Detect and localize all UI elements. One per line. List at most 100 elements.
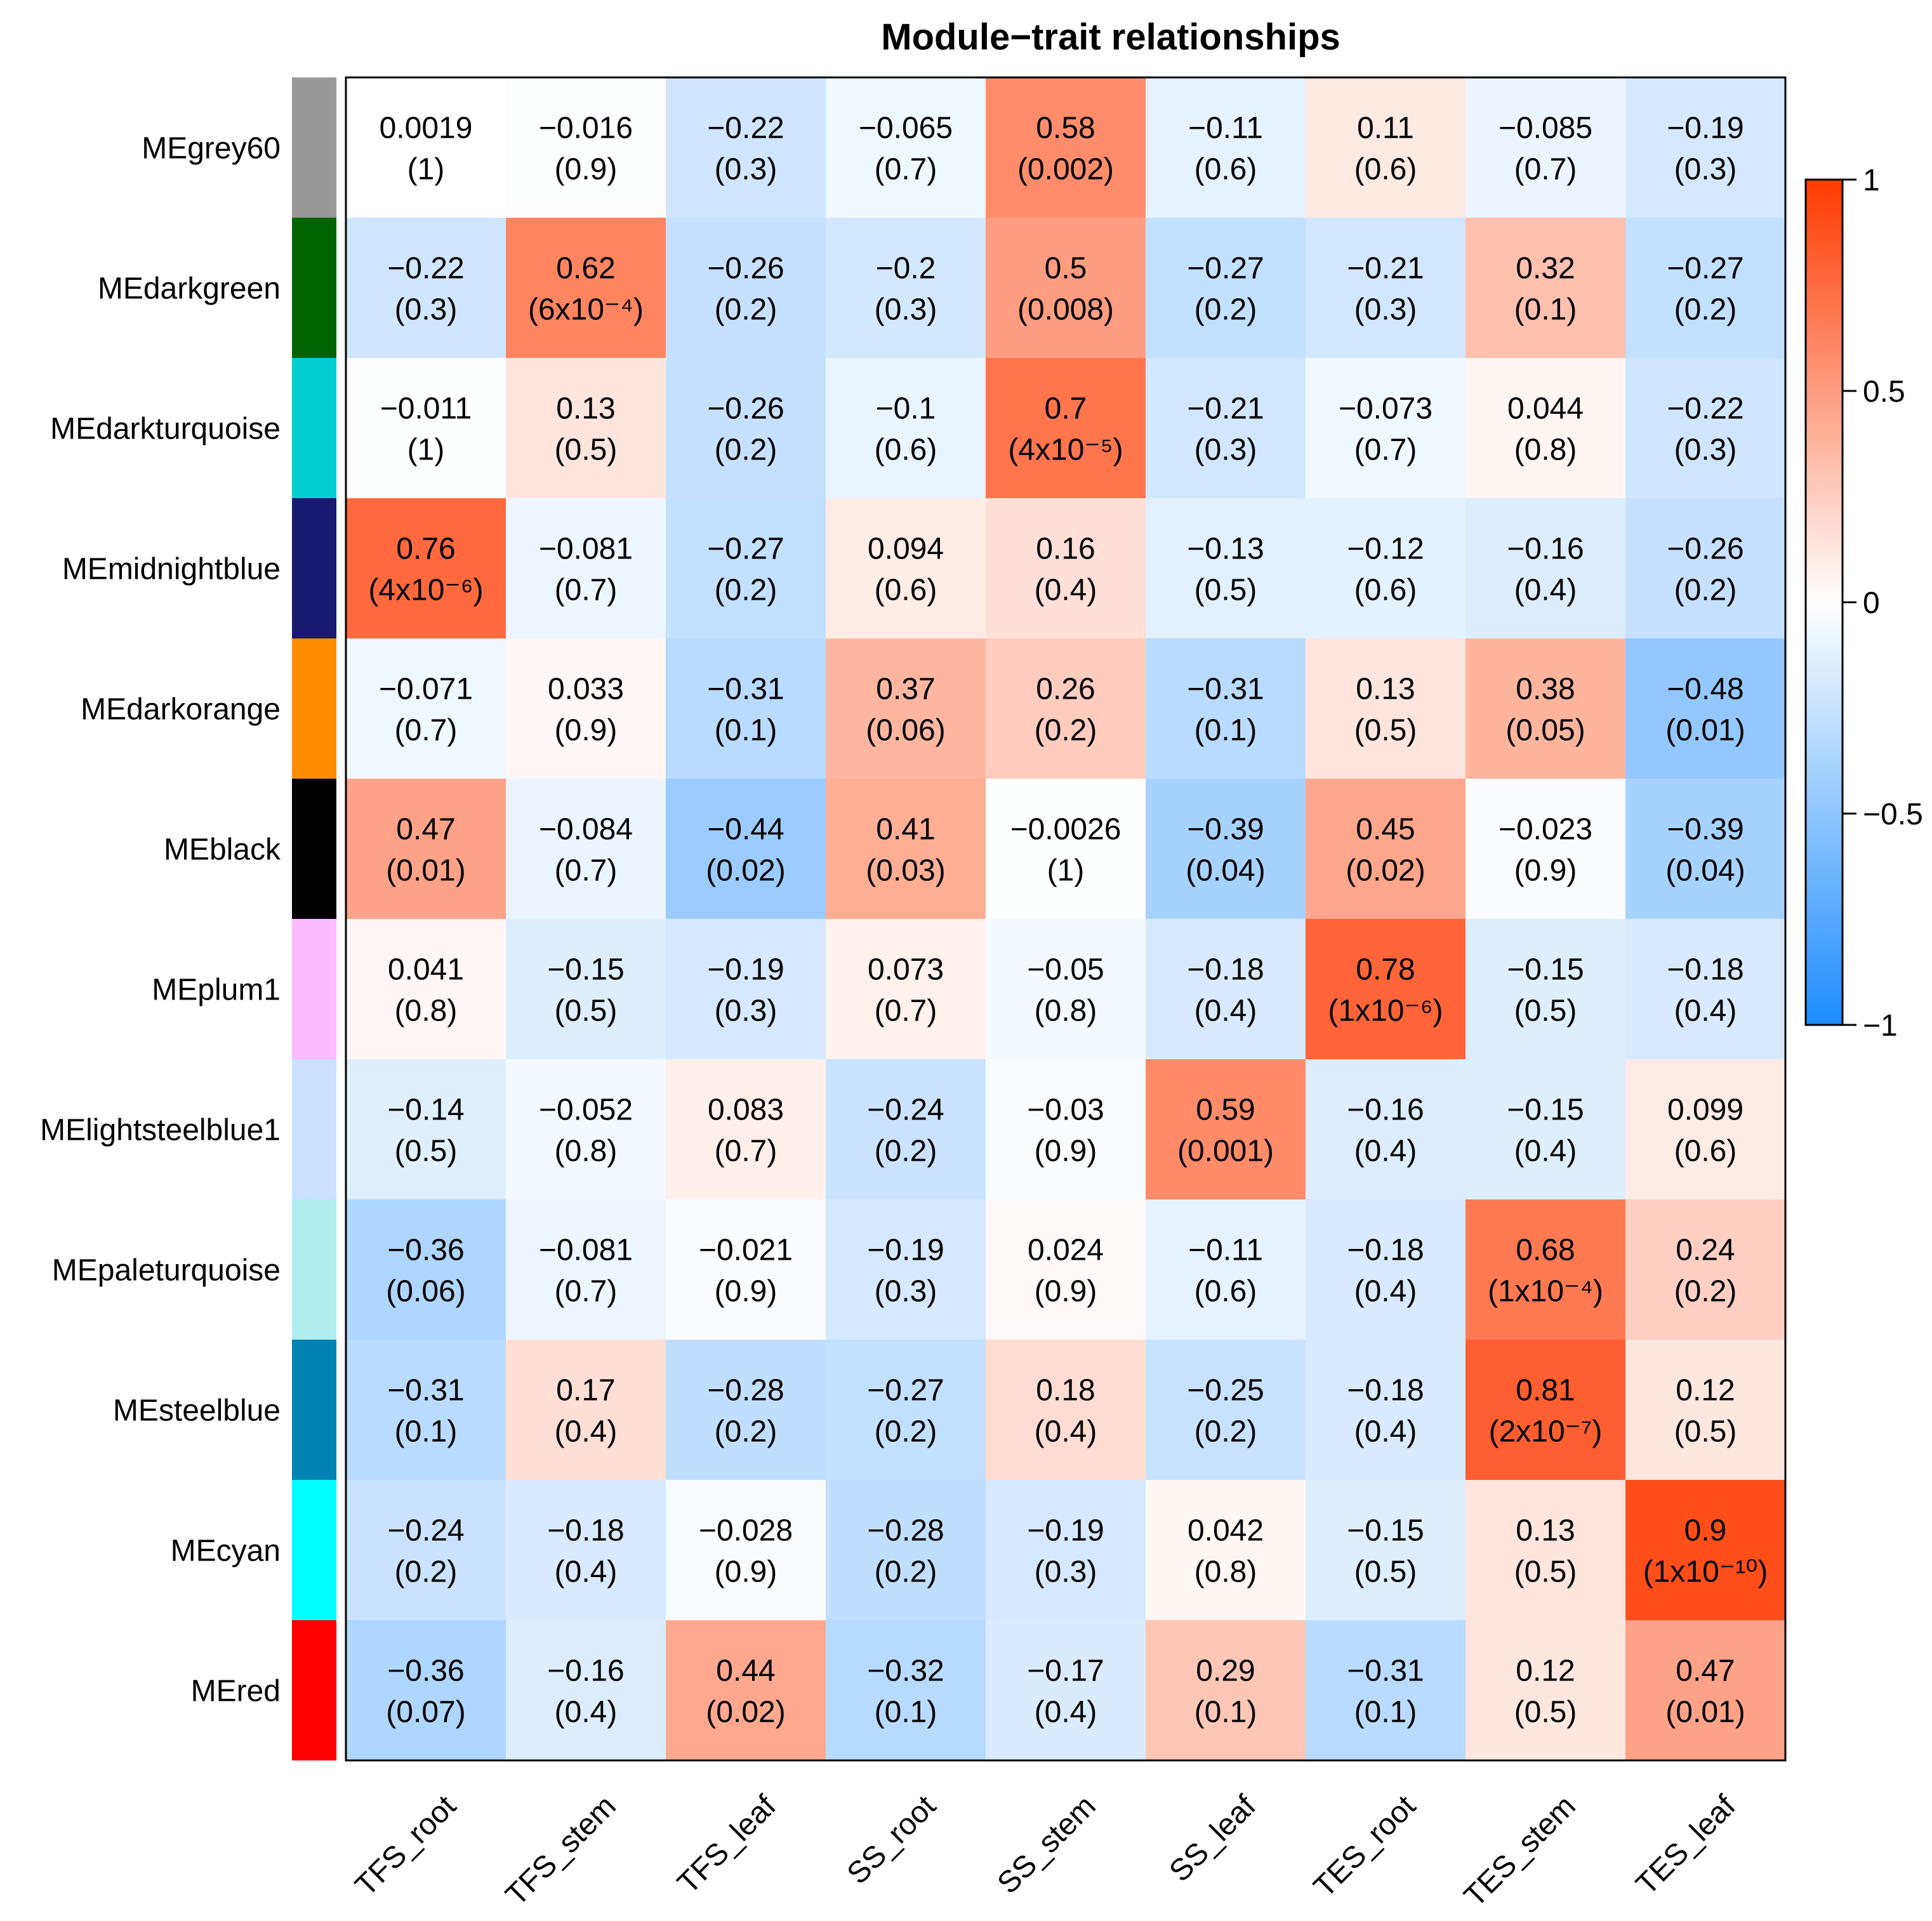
cell-correlation-label: 0.76 xyxy=(396,532,455,566)
cell-correlation-label: −0.27 xyxy=(867,1374,944,1408)
cell-correlation-label: −0.13 xyxy=(1187,532,1264,566)
heatmap-cell xyxy=(1466,1199,1625,1340)
cell-correlation-label: 0.44 xyxy=(716,1654,775,1688)
cell-pvalue-label: (0.3) xyxy=(875,293,937,327)
cell-correlation-label: −0.21 xyxy=(1187,392,1264,426)
cell-correlation-label: −0.39 xyxy=(1187,813,1264,847)
cell-pvalue-label: (0.06) xyxy=(386,1275,465,1309)
heatmap-cells: 0.0019 (1) −0.016 (0.9) −0.22 (0.3) −0.065 (0.7… xyxy=(346,77,1785,1760)
cell-pvalue-label: (1x10⁻⁶) xyxy=(1328,994,1443,1028)
cell-correlation-label: 0.044 xyxy=(1507,392,1584,426)
module-color-swatch xyxy=(292,1340,336,1480)
heatmap-cell xyxy=(346,358,506,498)
heatmap-cell xyxy=(986,77,1146,218)
colorbar-tick-label: −1 xyxy=(1863,1009,1898,1043)
cell-pvalue-label: (0.3) xyxy=(1674,153,1737,187)
heatmap-cell xyxy=(1306,77,1466,218)
cell-correlation-label: −0.19 xyxy=(1667,112,1743,145)
cell-correlation-label: 0.024 xyxy=(1028,1234,1104,1267)
heatmap-cell xyxy=(506,1199,666,1340)
cell-correlation-label: −0.084 xyxy=(539,813,633,847)
heatmap-cell xyxy=(506,218,666,358)
heatmap-cell xyxy=(1146,1059,1306,1199)
cell-pvalue-label: (0.1) xyxy=(715,714,777,748)
heatmap-cell xyxy=(1466,779,1625,919)
heatmap-cell xyxy=(826,1059,986,1199)
cell-pvalue-label: (0.2) xyxy=(715,293,777,327)
heatmap-cell xyxy=(1146,638,1306,779)
cell-correlation-label: 0.13 xyxy=(1356,673,1415,706)
cell-pvalue-label: (0.6) xyxy=(1194,1275,1257,1309)
cell-correlation-label: −0.0026 xyxy=(1010,813,1121,847)
cell-correlation-label: 0.45 xyxy=(1356,813,1415,847)
cell-pvalue-label: (0.2) xyxy=(875,1135,937,1168)
cell-correlation-label: 0.073 xyxy=(868,953,944,987)
heatmap-cell xyxy=(1625,779,1785,919)
heatmap-cell xyxy=(1466,1620,1625,1760)
heatmap-cell xyxy=(1146,1199,1306,1340)
heatmap-cell xyxy=(1625,358,1785,498)
cell-pvalue-label: (0.2) xyxy=(395,1555,458,1589)
row-label: MEgrey60 xyxy=(142,132,281,166)
cell-pvalue-label: (0.7) xyxy=(555,1275,618,1309)
heatmap-cell xyxy=(986,218,1146,358)
colorbar-legend: 1 0.5 0 −0.5 −1 xyxy=(1804,164,1923,1043)
heatmap-cell xyxy=(666,1480,826,1620)
heatmap-cell xyxy=(1625,1199,1785,1340)
cell-pvalue-label: (0.9) xyxy=(715,1275,777,1309)
cell-pvalue-label: (0.3) xyxy=(1194,433,1257,467)
cell-pvalue-label: (0.1) xyxy=(1354,1696,1417,1729)
cell-pvalue-label: (0.4) xyxy=(555,1415,618,1449)
heatmap-cell xyxy=(346,919,506,1059)
row-label: MEmidnightblue xyxy=(62,553,281,586)
heatmap-cell xyxy=(666,638,826,779)
cell-pvalue-label: (0.9) xyxy=(1035,1135,1097,1168)
cell-correlation-label: −0.19 xyxy=(867,1234,944,1267)
cell-pvalue-label: (1) xyxy=(1047,854,1085,888)
cell-pvalue-label: (0.6) xyxy=(1194,153,1257,187)
cell-correlation-label: −0.24 xyxy=(867,1093,944,1127)
heatmap-cell xyxy=(346,498,506,638)
heatmap-cell xyxy=(826,1340,986,1480)
cell-correlation-label: −0.18 xyxy=(1347,1374,1424,1408)
cell-pvalue-label: (0.6) xyxy=(1674,1135,1737,1168)
heatmap-cell xyxy=(1146,1340,1306,1480)
cell-correlation-label: −0.31 xyxy=(1187,673,1264,706)
cell-correlation-label: −0.28 xyxy=(707,1374,784,1408)
heatmap-cell xyxy=(666,1340,826,1480)
heatmap-cell xyxy=(1306,1620,1466,1760)
chart-title: Module−trait relationships xyxy=(881,17,1340,58)
module-color-bars xyxy=(292,77,336,1760)
cell-pvalue-label: (1) xyxy=(407,433,445,467)
cell-pvalue-label: (0.1) xyxy=(395,1415,458,1449)
heatmap-cell xyxy=(1625,919,1785,1059)
cell-pvalue-label: (0.01) xyxy=(386,854,465,888)
cell-pvalue-label: (0.2) xyxy=(1194,293,1257,327)
heatmap-cell xyxy=(346,1199,506,1340)
heatmap-cell xyxy=(1306,218,1466,358)
heatmap-cell xyxy=(1146,779,1306,919)
cell-correlation-label: −0.085 xyxy=(1499,112,1592,145)
cell-pvalue-label: (0.1) xyxy=(1514,293,1577,327)
cell-correlation-label: −0.011 xyxy=(380,392,472,426)
heatmap-cell xyxy=(346,1340,506,1480)
heatmap-cell xyxy=(986,1620,1146,1760)
cell-pvalue-label: (0.5) xyxy=(395,1135,458,1168)
cell-correlation-label: −0.03 xyxy=(1027,1093,1104,1127)
row-label: MEdarkgreen xyxy=(98,272,281,306)
heatmap-cell xyxy=(346,77,506,218)
heatmap-cell xyxy=(666,358,826,498)
heatmap-cell xyxy=(506,77,666,218)
heatmap-cell xyxy=(666,779,826,919)
cell-pvalue-label: (0.6) xyxy=(875,574,937,607)
cell-pvalue-label: (0.001) xyxy=(1177,1135,1274,1168)
heatmap-cell xyxy=(1306,919,1466,1059)
cell-pvalue-label: (0.3) xyxy=(395,293,458,327)
heatmap-cell xyxy=(666,1199,826,1340)
module-color-swatch xyxy=(292,1620,336,1760)
cell-correlation-label: 0.16 xyxy=(1036,532,1095,566)
cell-correlation-label: −0.14 xyxy=(387,1093,464,1127)
cell-pvalue-label: (0.2) xyxy=(1674,1275,1737,1309)
heatmap-cell xyxy=(986,358,1146,498)
cell-correlation-label: −0.16 xyxy=(547,1654,624,1688)
